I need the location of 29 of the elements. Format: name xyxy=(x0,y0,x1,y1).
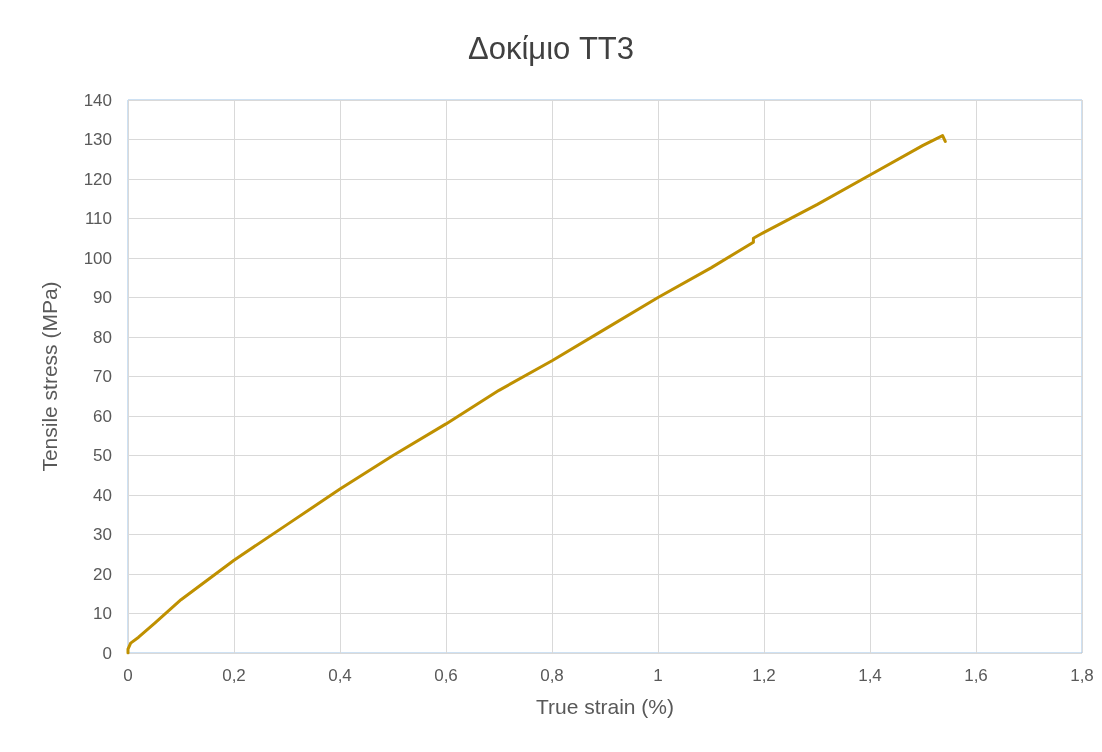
y-tick-label: 140 xyxy=(83,90,112,110)
y-tick-label: 80 xyxy=(93,327,112,347)
y-tick-label: 30 xyxy=(93,525,112,544)
x-tick-label: 0,6 xyxy=(434,666,458,685)
x-tick-label: 0 xyxy=(123,666,133,685)
chart-title: Δοκίμιο TT3 xyxy=(467,31,635,66)
y-tick-label: 100 xyxy=(83,248,112,268)
x-tick-label: 0,2 xyxy=(222,666,246,685)
y-axis-title: Tensile stress (MPa) xyxy=(38,281,61,472)
x-axis-title: True strain (%) xyxy=(535,695,675,718)
y-tick-label: 40 xyxy=(93,485,112,505)
x-tick-label: 0,4 xyxy=(328,666,352,685)
x-tick-label: 1,2 xyxy=(752,666,776,685)
y-tick-label: 50 xyxy=(93,446,112,465)
x-tick-label: 1 xyxy=(653,666,663,685)
x-tick-label: 0,8 xyxy=(540,666,564,685)
y-tick-label: 20 xyxy=(93,564,112,584)
y-tick-label: 60 xyxy=(93,406,112,426)
y-tick-label: 10 xyxy=(93,604,112,623)
y-tick-label: 110 xyxy=(84,209,112,228)
y-tick-label: 0 xyxy=(102,643,112,663)
x-tick-label: 1,4 xyxy=(858,666,882,685)
line-series xyxy=(126,134,947,655)
y-tick-label: 120 xyxy=(83,169,112,189)
x-tick-label: 1,8 xyxy=(1070,666,1094,685)
y-tick-label: 90 xyxy=(93,288,112,307)
y-tick-label: 130 xyxy=(83,130,112,149)
y-tick-label: 70 xyxy=(93,367,112,386)
x-tick-label: 1,6 xyxy=(964,666,988,685)
